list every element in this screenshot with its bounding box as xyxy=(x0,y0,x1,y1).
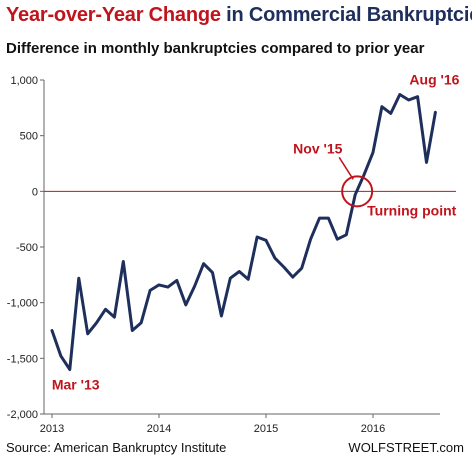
chart-title: Year-over-Year Change in Commercial Bank… xyxy=(6,4,472,27)
y-tick-label: 0 xyxy=(32,186,38,198)
brand-watermark: WOLFSTREET.com xyxy=(348,440,464,455)
y-tick-label: -1,000 xyxy=(7,298,38,310)
x-tick-label: 2015 xyxy=(254,423,278,435)
y-tick-label: 500 xyxy=(20,131,38,143)
annotation-turning-point: Turning point xyxy=(367,202,456,218)
chart-subtitle: Difference in monthly bankruptcies compa… xyxy=(6,40,425,57)
y-tick-label: 1,000 xyxy=(10,75,38,87)
x-tick-label: 2013 xyxy=(40,423,64,435)
chart-title-main: in Commercial Bankruptcies xyxy=(220,4,472,26)
series-line xyxy=(50,93,437,371)
annotation-mar-13: Mar '13 xyxy=(52,376,100,392)
annotation-aug-16: Aug '16 xyxy=(409,71,459,87)
y-tick-label: -2,000 xyxy=(7,409,38,421)
x-tick-label: 2016 xyxy=(361,423,385,435)
x-tick-label: 2014 xyxy=(147,423,171,435)
annotation-nov-15: Nov '15 xyxy=(293,140,342,156)
source-note: Source: American Bankruptcy Institute xyxy=(6,440,227,455)
y-tick-label: -500 xyxy=(16,242,38,254)
turning-point-circle xyxy=(341,175,374,208)
annotation-pointer xyxy=(338,156,354,180)
chart-title-accent: Year-over-Year Change xyxy=(6,4,221,26)
y-tick-label: -1,500 xyxy=(7,353,38,365)
